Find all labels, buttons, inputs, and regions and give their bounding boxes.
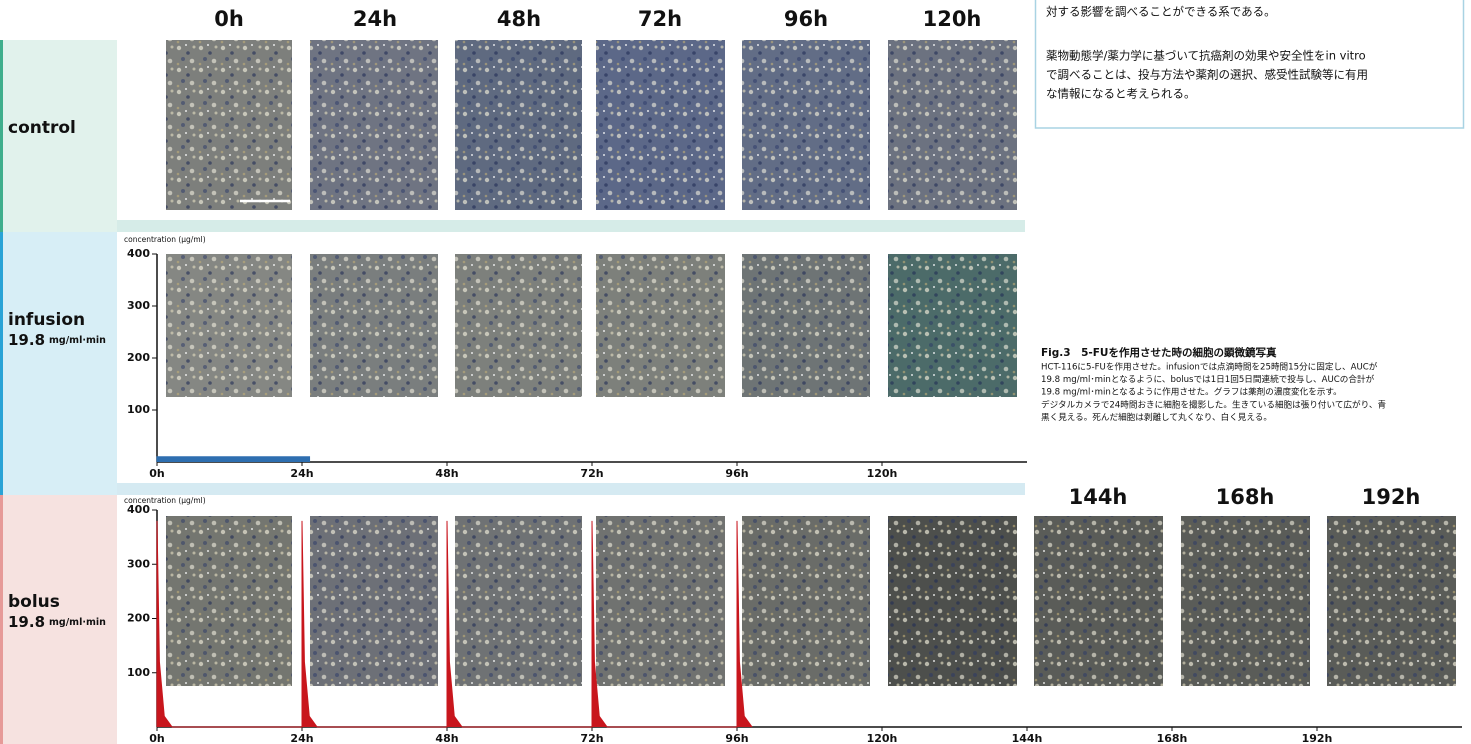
micrograph-texture xyxy=(310,254,438,397)
y-tick-label: 300 xyxy=(127,299,150,312)
micrograph-texture xyxy=(596,254,725,397)
dose-unit: mg/ml·min xyxy=(49,617,106,628)
caption-line: 19.8 mg/ml･minとなるように作用させた。グラフは薬剤の濃度変化を示す… xyxy=(1041,386,1342,398)
micrograph-texture xyxy=(455,516,582,686)
y-tick-label: 400 xyxy=(127,503,150,516)
caption-title: Fig.3 5-FUを作用させた時の細胞の顕微鏡写真 xyxy=(1041,346,1277,359)
column-header: 72h xyxy=(638,7,682,31)
column-header: 0h xyxy=(214,7,244,31)
row-strip xyxy=(0,232,3,495)
column-header: 144h xyxy=(1069,485,1128,509)
x-tick-label: 192h xyxy=(1302,732,1333,744)
x-tick-label: 144h xyxy=(1012,732,1043,744)
x-tick-label: 48h xyxy=(435,467,458,480)
micrograph-texture xyxy=(596,40,725,210)
row-label: infusion xyxy=(8,310,85,330)
column-header: 48h xyxy=(497,7,541,31)
column-header: 96h xyxy=(784,7,828,31)
x-tick-label: 168h xyxy=(1157,732,1188,744)
micrograph-texture xyxy=(888,40,1017,210)
y-tick-label: 200 xyxy=(127,612,150,625)
x-tick-label: 120h xyxy=(867,467,898,480)
micrograph-texture xyxy=(596,516,725,686)
micrograph-texture xyxy=(888,254,1017,397)
caption-line: デジタルカメラで24時間おきに細胞を撮影した。生きている細胞は張り付いて広がり、… xyxy=(1041,398,1386,410)
micrograph-texture xyxy=(166,40,292,210)
x-tick-label: 48h xyxy=(435,732,458,744)
row-label: control xyxy=(8,118,76,138)
caption-line: HCT-116に5-FUを作用させた。infusionでは点滴時間を25時間15… xyxy=(1041,361,1378,373)
micrograph-texture xyxy=(1181,516,1310,686)
row-strip xyxy=(0,495,3,744)
micrograph-texture xyxy=(888,516,1017,686)
micrograph-texture xyxy=(455,254,582,397)
micrograph-texture xyxy=(742,254,870,397)
dose-value: 19.8 xyxy=(8,613,45,631)
micrograph-texture xyxy=(455,40,582,210)
caption-line: 19.8 mg/ml･minとなるように、bolusでは1日1回5日間連続で投与… xyxy=(1041,373,1375,385)
micrograph-texture xyxy=(310,40,438,210)
y-tick-label: 300 xyxy=(127,557,150,570)
y-tick-label: 100 xyxy=(127,666,150,679)
column-header: 168h xyxy=(1216,485,1275,509)
row-band xyxy=(117,220,1025,232)
note-line: で調べることは、投与方法や薬剤の選択、感受性試験等に有用 xyxy=(1046,68,1368,82)
column-header: 192h xyxy=(1362,485,1421,509)
column-header: 24h xyxy=(353,7,397,31)
column-header: 120h xyxy=(923,7,982,31)
micrograph-texture xyxy=(310,516,438,686)
x-tick-label: 72h xyxy=(580,467,603,480)
note-line: 対する影響を調べることができる系である。 xyxy=(1046,5,1276,19)
micrograph-texture xyxy=(166,254,292,397)
x-tick-label: 24h xyxy=(290,732,313,744)
notes-box xyxy=(1036,0,1464,128)
micrograph-texture xyxy=(742,40,870,210)
x-tick-label: 96h xyxy=(725,732,748,744)
row-panel xyxy=(0,232,117,495)
y-tick-label: 200 xyxy=(127,351,150,364)
caption-line: 黒く見える。死んだ細胞は剥離して丸くなり、白く見える。 xyxy=(1041,411,1272,423)
micrograph-texture xyxy=(1327,516,1456,686)
row-label: bolus xyxy=(8,592,60,612)
row-band xyxy=(117,483,1025,495)
note-line: な情報になると考えられる。 xyxy=(1046,87,1196,101)
dose-value: 19.8 xyxy=(8,331,45,349)
y-tick-label: 100 xyxy=(127,403,150,416)
poster: 0h 24h 48h 72h 96h 120h 144h 168h 192h control inf… xyxy=(0,0,1471,744)
x-tick-label: 0h xyxy=(149,732,165,744)
note-line: 薬物動態学/薬力学に基づいて抗癌剤の効果や安全性をin vitro xyxy=(1046,49,1366,63)
y-tick-label: 400 xyxy=(127,247,150,260)
x-tick-label: 120h xyxy=(867,732,898,744)
concentration-area xyxy=(157,457,310,462)
x-tick-label: 72h xyxy=(580,732,603,744)
micrograph-texture xyxy=(742,516,870,686)
x-tick-label: 96h xyxy=(725,467,748,480)
dose-unit: mg/ml·min xyxy=(49,335,106,346)
y-axis-label: concentration (μg/ml) xyxy=(124,235,206,244)
micrograph-texture xyxy=(166,516,292,686)
x-tick-label: 24h xyxy=(290,467,313,480)
x-tick-label: 0h xyxy=(149,467,165,480)
body: {"header": {"columns": ["0h", "24h", "48… xyxy=(0,0,1471,744)
micrograph-texture xyxy=(1034,516,1163,686)
row-strip xyxy=(0,40,3,232)
page: 5-FU micrographs body { margin: 0; width… xyxy=(0,0,1471,744)
